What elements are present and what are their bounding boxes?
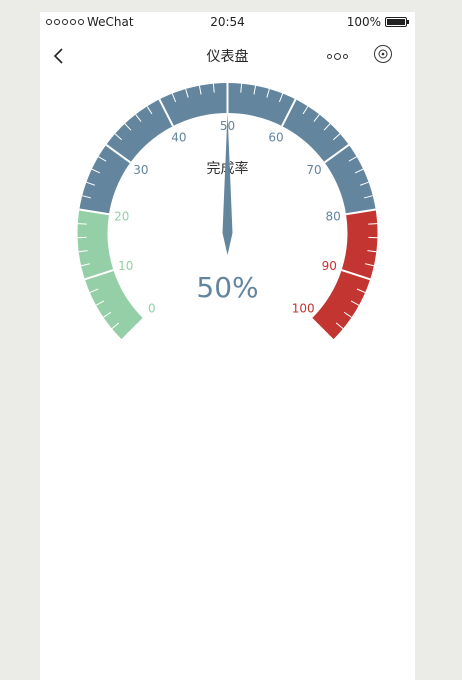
gauge-tick-label: 80 xyxy=(326,209,341,223)
gauge-minor-tick xyxy=(354,168,364,174)
gauge-tick-labels: 0102030405060708090100 xyxy=(114,119,341,316)
gauge-minor-tick xyxy=(266,88,270,98)
gauge-band-2 xyxy=(312,209,378,340)
status-bar: WeChat 20:54 100% xyxy=(40,12,415,34)
gauge-band-0 xyxy=(77,209,143,340)
gauge-minor-tick xyxy=(91,168,101,174)
gauge-tick-label: 90 xyxy=(322,259,337,273)
gauge-minor-tick xyxy=(78,250,88,253)
gauge-minor-tick xyxy=(81,263,91,267)
gauge-minor-tick xyxy=(89,288,99,294)
gauge-minor-tick xyxy=(359,181,369,186)
gauge-tick-label: 60 xyxy=(268,131,283,145)
battery-icon xyxy=(385,17,409,27)
chevron-left-icon xyxy=(53,48,63,64)
gauge-minor-tick xyxy=(198,85,202,95)
gauge-tick-label: 40 xyxy=(171,131,186,145)
more-button[interactable] xyxy=(327,50,353,62)
more-dots-icon xyxy=(327,53,332,59)
battery-percent: 100% xyxy=(346,15,381,29)
gauge-band-1 xyxy=(79,82,376,215)
gauge-minor-tick xyxy=(114,133,123,141)
gauge-tick-label: 0 xyxy=(148,302,156,316)
gauge-tick-label: 70 xyxy=(306,163,321,177)
nav-bar: 仪表盘 xyxy=(40,34,415,78)
gauge-minor-tick xyxy=(171,93,177,103)
gauge-split-line xyxy=(341,269,371,281)
gauge-minor-tick xyxy=(302,106,309,115)
gauge-tick-label: 20 xyxy=(114,209,129,223)
gauge-tick-label: 30 xyxy=(133,163,148,177)
status-time: 20:54 xyxy=(210,15,245,29)
close-capsule-button[interactable] xyxy=(373,44,393,64)
gauge-minor-tick xyxy=(356,288,366,294)
gauge-chart: 0102030405060708090100 完成率 50% xyxy=(77,82,378,340)
gauge-tick-label: 10 xyxy=(118,259,133,273)
gauge-minor-tick xyxy=(323,123,331,131)
gauge-minor-tick xyxy=(86,181,96,186)
gauge-minor-tick xyxy=(146,106,153,115)
gauge-minor-tick xyxy=(124,123,132,131)
phone-screen: WeChat 20:54 100% 仪表盘 xyxy=(40,12,415,680)
gauge-minor-tick xyxy=(253,85,257,95)
carrier: WeChat xyxy=(46,15,134,29)
gauge-detail-value: 50% xyxy=(196,271,258,304)
gauge-minor-tick xyxy=(348,156,357,162)
gauge-minor-tick xyxy=(343,311,352,318)
gauge-minor-tick xyxy=(212,83,215,93)
gauge-minor-tick xyxy=(111,322,120,329)
gauge-minor-tick xyxy=(95,300,105,306)
signal-dots-icon xyxy=(46,19,84,25)
gauge-minor-tick xyxy=(98,156,107,162)
gauge-split-line xyxy=(281,98,297,127)
capsule-target-icon xyxy=(374,45,392,63)
battery-status: 100% xyxy=(346,15,409,29)
gauge-minor-tick xyxy=(77,223,87,225)
gauge-split-line xyxy=(345,208,376,216)
gauge-minor-tick xyxy=(350,300,360,306)
gauge-minor-tick xyxy=(82,195,92,199)
gauge-minor-tick xyxy=(185,88,189,98)
gauge-minor-tick xyxy=(240,83,243,93)
gauge-split-line xyxy=(79,208,110,216)
gauge-split-line xyxy=(105,144,132,164)
gauge-minor-tick xyxy=(278,93,284,103)
gauge-minor-tick xyxy=(368,223,378,225)
gauge-tick-label: 100 xyxy=(292,302,315,316)
gauge-split-line xyxy=(323,144,350,164)
gauge-minor-tick xyxy=(363,195,373,199)
gauge-minor-tick xyxy=(313,114,320,122)
gauge-pointer xyxy=(222,113,233,255)
gauge-bands xyxy=(77,82,378,340)
gauge-minor-tick xyxy=(135,114,142,122)
gauge-minor-tick xyxy=(103,311,112,318)
gauge-split-line xyxy=(84,269,114,281)
gauge-minor-tick xyxy=(332,133,341,141)
gauge-minor-tick xyxy=(364,263,374,267)
gauge-minor-tick xyxy=(335,322,344,329)
gauge-ticks xyxy=(77,83,378,329)
carrier-name: WeChat xyxy=(87,15,134,29)
gauge-split-line xyxy=(158,98,174,127)
back-button[interactable] xyxy=(48,45,70,67)
page-title: 仪表盘 xyxy=(206,49,249,65)
gauge-minor-tick xyxy=(367,250,377,253)
